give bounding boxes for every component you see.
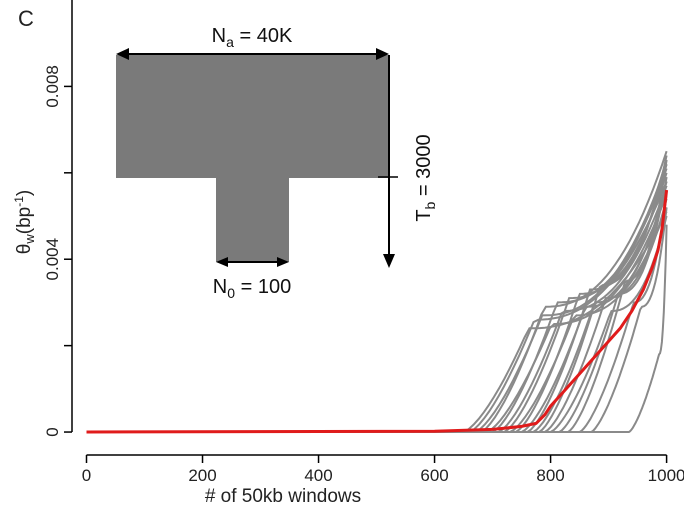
x-tick-label: 800 (536, 466, 564, 485)
mean-line-group (86, 189, 669, 434)
y-axis: 0 0.004 0.008 (43, 0, 73, 437)
simulation-line-17 (86, 176, 668, 433)
x-tick-label: 400 (304, 466, 332, 485)
y-axis-title: θw(bp-1) (12, 190, 37, 254)
x-axis-title: # of 50kb windows (205, 486, 361, 507)
na-label: Na = 40K (212, 25, 293, 50)
simulation-line-20 (86, 207, 668, 433)
simulation-line-6 (86, 168, 668, 433)
simulation-line-8 (86, 159, 668, 433)
simulation-line-5 (86, 194, 668, 433)
simulation-line-4 (86, 150, 668, 433)
n0-label: N0 = 100 (213, 276, 291, 301)
x-axis: 0 200 400 600 800 1000 (82, 454, 684, 485)
simulation-lines (86, 150, 668, 433)
simulation-line-21 (86, 224, 668, 433)
mean-line (86, 189, 669, 434)
na-arrow-left-head (116, 48, 129, 60)
x-tick-label: 0 (82, 466, 91, 485)
na-arrow-right-head (376, 48, 389, 60)
bottleneck-population-block (216, 176, 289, 262)
x-tick-label: 1000 (648, 466, 684, 485)
simulation-line-13 (86, 181, 668, 433)
n0-arrow-left-head (216, 257, 228, 267)
simulation-line-11 (86, 189, 668, 433)
y-tick-label: 0.008 (43, 65, 62, 108)
y-tick-label: 0 (43, 427, 62, 436)
simulation-line-2 (86, 181, 668, 433)
simulation-line-19 (86, 194, 668, 433)
n0-arrow-right-head (277, 257, 289, 267)
x-tick-label: 600 (420, 466, 448, 485)
simulation-line-10 (86, 172, 668, 433)
tb-label: Tb = 3000 (413, 134, 438, 221)
x-tick-label: 200 (188, 466, 216, 485)
y-tick-label: 0.004 (43, 238, 62, 281)
simulation-line-9 (86, 207, 668, 433)
simulation-line-18 (86, 159, 668, 433)
simulation-line-7 (86, 185, 668, 433)
panel-label: C (18, 6, 34, 31)
demography-inset: Na = 40K N0 = 100 Tb = 3000 (116, 25, 438, 301)
tb-arrow-head (383, 254, 395, 268)
ancestral-population-block (116, 55, 388, 178)
simulation-line-14 (86, 155, 668, 433)
